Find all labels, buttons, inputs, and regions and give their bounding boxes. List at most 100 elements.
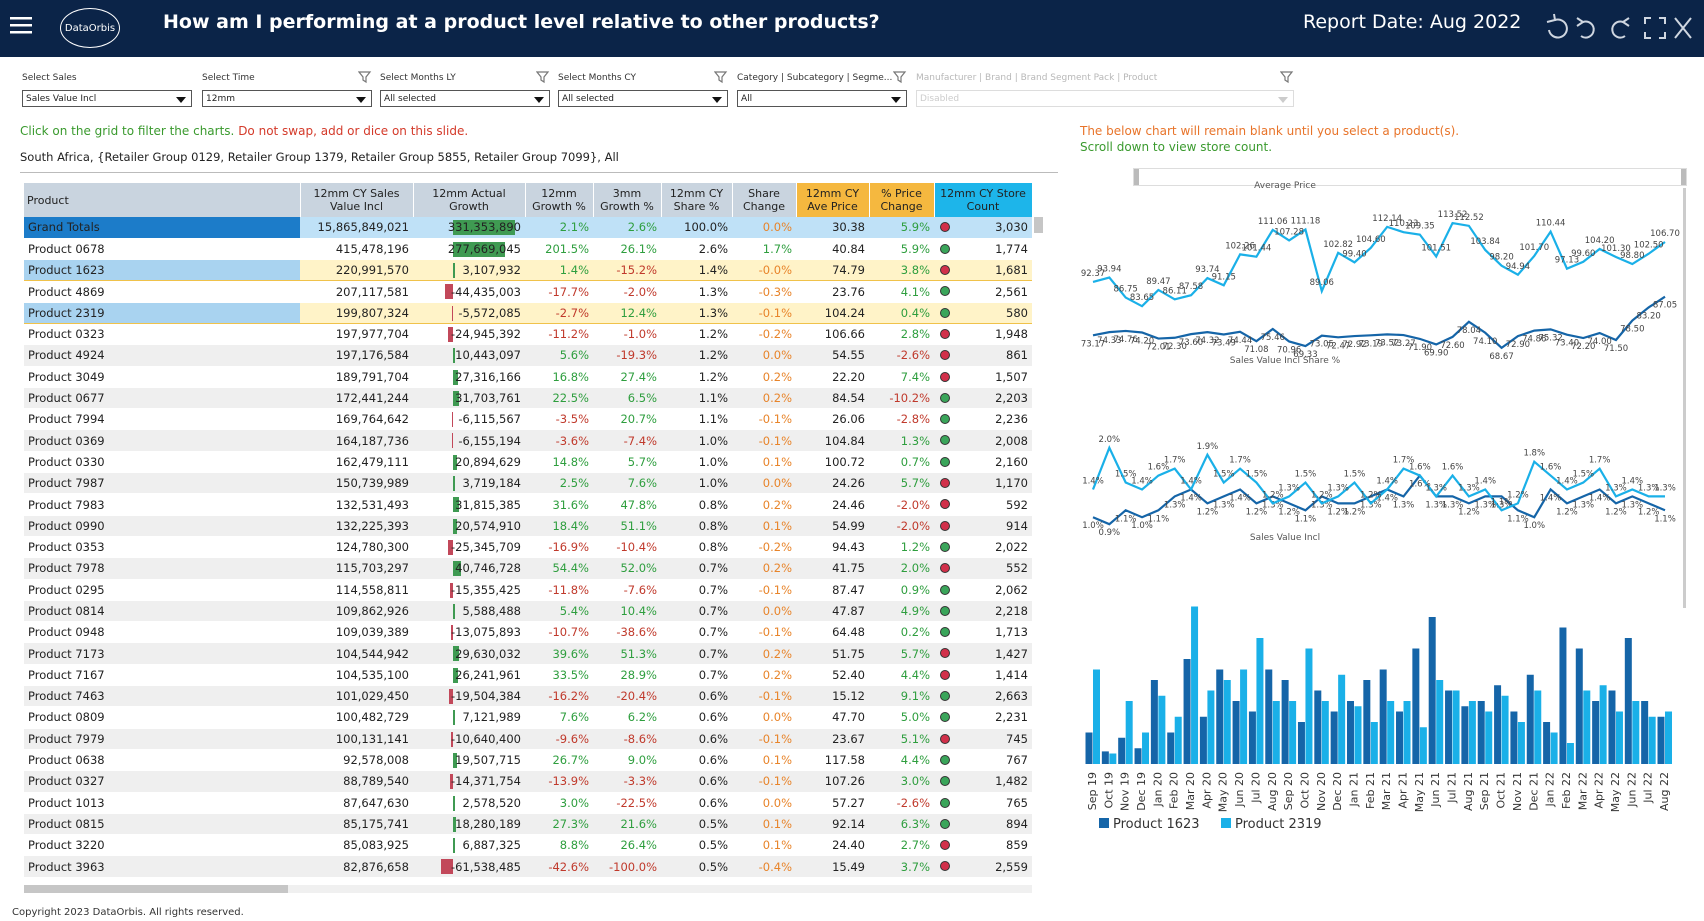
h-scroll-thumb[interactable]: [24, 885, 288, 893]
filter[interactable]: Select Months LY All selected: [380, 70, 550, 107]
grid-row[interactable]: Product 0295 114,558,811 -15,355,425 -11.8%…: [24, 579, 1032, 601]
filter-dropdown[interactable]: All selected: [558, 90, 728, 107]
grid-row[interactable]: Product 7978 115,703,297 40,746,728 54.4% 52…: [24, 557, 1032, 580]
grid-row[interactable]: Product 7463 101,029,450 -19,504,384 -16.2%…: [24, 685, 1032, 708]
grid-row[interactable]: Product 0677 172,441,244 31,703,761 22.5% 6.…: [24, 387, 1032, 410]
grid-row[interactable]: Product 1013 87,647,630 2,578,520 3.0% -22.5…: [24, 792, 1032, 814]
cell-value: 92.14: [832, 816, 865, 831]
filter[interactable]: Select Time 12mm: [202, 70, 372, 107]
grid-cell: 0.6%: [661, 792, 732, 814]
grid-row[interactable]: Product 0678 415,478,196 277,669,045 201.5%…: [24, 238, 1032, 261]
grid-row[interactable]: Product 0948 109,039,389 -13,075,893 -10.7%…: [24, 621, 1032, 644]
cell-value: 7,121,989: [462, 710, 521, 725]
scroll-handle[interactable]: [1134, 169, 1139, 185]
filter[interactable]: Manufacturer | Brand | Brand Segment Pac…: [916, 70, 1294, 107]
column-header[interactable]: 12mm CY Store Count: [934, 183, 1033, 217]
menu-icon[interactable]: [10, 15, 34, 37]
column-header[interactable]: 12mm CY Ave Price: [796, 183, 870, 217]
grid-row[interactable]: Product 0809 100,482,729 7,121,989 7.6% 6.2%…: [24, 706, 1032, 729]
data-grid[interactable]: Product 12mm CY Sales Value Incl 12mm Actu…: [24, 183, 1033, 878]
chart-v-scrollbar[interactable]: [1683, 188, 1686, 608]
product-name: Product 0990: [28, 518, 105, 533]
h-scrollbar[interactable]: [24, 885, 1032, 893]
grid-row[interactable]: Product 3049 189,791,704 27,316,166 16.8% 27…: [24, 366, 1032, 388]
filter[interactable]: Category | Subcategory | Segme... All: [737, 70, 907, 107]
grid-row[interactable]: Product 0353 124,780,300 -25,345,709 -16.9%…: [24, 536, 1032, 559]
grid-row[interactable]: Product 0330 162,479,111 20,894,629 14.8% 5.…: [24, 451, 1032, 474]
x-tick-label: Feb 22: [1560, 772, 1573, 809]
grid-row[interactable]: Product 3220 85,083,925 6,887,325 8.8% 26.4%…: [24, 834, 1032, 857]
grid-row[interactable]: Product 4924 197,176,584 10,443,097 5.6% -19…: [24, 344, 1032, 367]
column-header[interactable]: Share Change: [732, 183, 797, 217]
grid-row[interactable]: Product 4869 207,117,581 -44,435,003 -17.7%…: [24, 280, 1032, 303]
filter-dropdown[interactable]: 12mm: [202, 90, 372, 107]
status-dot: [940, 478, 950, 489]
grid-cell: 33.5%: [525, 664, 593, 687]
toolbar-icons[interactable]: [1545, 12, 1695, 44]
grid-row[interactable]: Product 0815 85,175,741 18,280,189 27.3% 21.…: [24, 813, 1032, 836]
data-label: 103.84: [1470, 237, 1500, 247]
status-dot: [940, 392, 950, 403]
filter-icon[interactable]: [1280, 70, 1294, 84]
grid-row[interactable]: Grand Totals 15,865,849,021 331,353,890 2.1…: [24, 217, 1032, 239]
filter[interactable]: Select Sales Sales Value Incl: [22, 73, 192, 107]
grid-row[interactable]: Product 7979 100,131,141 -10,640,400 -9.6% -…: [24, 728, 1032, 750]
filter-icon[interactable]: [536, 70, 550, 84]
grid-row[interactable]: Product 7173 104,544,942 29,630,032 39.6% 51…: [24, 642, 1032, 665]
grid-row[interactable]: Product 7167 104,535,100 26,241,961 33.5% 28…: [24, 664, 1032, 687]
grid-cell: 914: [934, 515, 1032, 537]
cell-value: 1,774: [995, 241, 1028, 256]
column-header[interactable]: 12mm CY Share %: [661, 183, 733, 217]
grid-cell: 1.0%: [661, 451, 732, 474]
grid-cell: 1.0%: [661, 472, 732, 495]
grid-row[interactable]: Product 0369 164,187,736 -6,155,194 -3.6% -7…: [24, 429, 1032, 452]
grid-row[interactable]: Product 0990 132,225,393 20,574,910 18.4% 51…: [24, 515, 1032, 537]
grid-row[interactable]: Product 0323 197,977,704 -24,945,392 -11.2%…: [24, 323, 1032, 346]
data-label: 93.74: [1195, 265, 1219, 275]
data-label: 73.40: [1555, 339, 1579, 349]
grid-row[interactable]: Product 0638 92,578,008 19,507,715 26.7% 9.0…: [24, 749, 1032, 772]
status-dot: [940, 605, 950, 616]
bar: [1592, 701, 1600, 764]
product-name: Product 0330: [28, 454, 105, 469]
cell-value: 415,478,196: [335, 241, 409, 256]
chart-scrollbar[interactable]: [1133, 168, 1687, 186]
grid-row[interactable]: Product 7987 150,739,989 3,719,184 2.5% 7.6%…: [24, 472, 1032, 495]
filter-icon[interactable]: [358, 70, 372, 84]
grid-row[interactable]: Product 0814 109,862,926 5,588,488 5.4% 10.4…: [24, 600, 1032, 623]
grid-cell: 169,764,642: [300, 408, 413, 431]
cell-value: 197,977,704: [335, 327, 409, 342]
cell-value: -100.0%: [609, 859, 657, 874]
growth-bar: [453, 220, 515, 235]
column-header[interactable]: Product: [24, 183, 301, 217]
filter[interactable]: Select Months CY All selected: [558, 70, 728, 107]
filter-icon[interactable]: [893, 70, 907, 84]
grid-row[interactable]: Product 1623 220,991,570 3,107,932 1.4% -15.…: [24, 259, 1032, 282]
grid-row[interactable]: Product 0327 88,789,540 -14,371,754 -13.9% -…: [24, 770, 1032, 793]
data-label: 1.7%: [1589, 456, 1611, 466]
scroll-handle[interactable]: [1681, 169, 1686, 185]
cell-value: 1,482: [995, 774, 1028, 789]
grid-row[interactable]: Product 3963 82,876,658 -61,538,485 -42.6% -…: [24, 855, 1032, 878]
grid-cell: 31,815,385: [413, 493, 525, 516]
filter-dropdown[interactable]: Disabled: [916, 90, 1294, 107]
grid-row[interactable]: Product 7983 132,531,493 31,815,385 31.6% 47…: [24, 493, 1032, 516]
column-header[interactable]: 12mm CY Sales Value Incl: [300, 183, 414, 217]
grid-row[interactable]: Product 7994 169,764,642 -6,115,567 -3.5% 20…: [24, 408, 1032, 431]
cell-value: 26.7%: [552, 753, 589, 768]
cell-value: 109,862,926: [335, 603, 409, 618]
filter-dropdown[interactable]: All selected: [380, 90, 550, 107]
grid-row[interactable]: Product 2319 199,807,324 -5,572,085 -2.7% 12…: [24, 301, 1032, 324]
filter-dropdown[interactable]: Sales Value Incl: [22, 90, 192, 107]
column-header[interactable]: 12mm Actual Growth: [413, 183, 526, 217]
grid-cell: -3.3%: [593, 770, 661, 793]
filter-dropdown[interactable]: All: [737, 90, 907, 107]
status-dot: [940, 414, 950, 425]
column-header[interactable]: % Price Change: [869, 183, 935, 217]
column-header[interactable]: 3mm Growth %: [593, 183, 662, 217]
cell-value: 1,507: [995, 369, 1028, 384]
cell-value: 7.6%: [559, 710, 589, 725]
v-scroll-thumb[interactable]: [1034, 217, 1043, 233]
column-header[interactable]: 12mm Growth %: [525, 183, 594, 217]
filter-icon[interactable]: [714, 70, 728, 84]
